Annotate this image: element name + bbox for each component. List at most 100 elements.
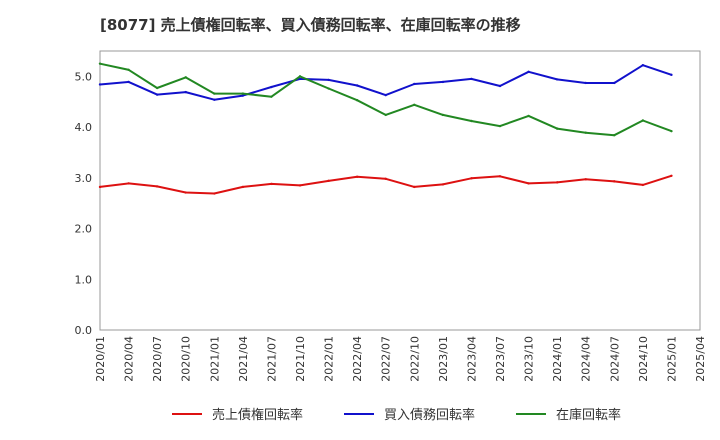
y-tick-label: 1.0 bbox=[75, 273, 93, 286]
data-point bbox=[441, 183, 445, 186]
x-tick-label: 2021/10 bbox=[294, 336, 307, 382]
plot-frame bbox=[99, 50, 701, 331]
x-tick-label: 2020/10 bbox=[180, 336, 193, 382]
x-tick-label: 2024/04 bbox=[580, 336, 593, 382]
data-point bbox=[241, 94, 245, 97]
chart-title: [8077] 売上債権回転率、買入債務回転率、在庫回転率の推移 bbox=[100, 16, 521, 34]
data-point bbox=[470, 119, 473, 123]
data-point bbox=[613, 180, 616, 183]
data-point bbox=[127, 182, 130, 185]
data-point bbox=[413, 82, 416, 86]
data-point bbox=[241, 92, 245, 95]
data-point bbox=[413, 103, 416, 106]
data-point bbox=[327, 87, 330, 90]
data-point bbox=[298, 75, 302, 78]
data-point bbox=[498, 175, 502, 178]
data-point bbox=[527, 182, 530, 185]
data-point bbox=[384, 93, 387, 97]
x-tick-label: 2022/10 bbox=[408, 336, 421, 382]
data-point bbox=[384, 177, 387, 181]
x-tick-label: 2024/07 bbox=[608, 336, 621, 382]
data-point bbox=[670, 129, 673, 133]
data-point bbox=[613, 134, 616, 137]
data-point bbox=[584, 178, 587, 181]
data-point bbox=[355, 99, 359, 102]
legend-label: 買入債務回転率 bbox=[384, 407, 475, 423]
x-tick-label: 2021/04 bbox=[237, 336, 250, 382]
x-tick-label: 2023/10 bbox=[523, 336, 536, 382]
data-point bbox=[127, 68, 130, 71]
data-point bbox=[584, 131, 587, 134]
y-tick-label: 0.0 bbox=[75, 324, 93, 337]
data-point bbox=[241, 185, 245, 189]
x-tick-label: 2021/01 bbox=[208, 336, 221, 382]
data-point bbox=[213, 98, 216, 101]
data-point bbox=[213, 192, 216, 195]
y-tick-label: 4.0 bbox=[75, 121, 93, 134]
y-axis-ticks: 0.0 1.0 2.0 3.0 4.0 5.0 bbox=[75, 70, 93, 337]
x-tick-label: 2021/07 bbox=[265, 336, 278, 382]
data-point bbox=[327, 179, 330, 183]
data-point bbox=[270, 182, 273, 186]
data-point bbox=[355, 84, 359, 87]
x-tick-label: 2025/01 bbox=[665, 336, 678, 382]
y-tick-label: 5.0 bbox=[75, 70, 93, 83]
x-tick-label: 2020/07 bbox=[151, 336, 164, 382]
data-point bbox=[184, 76, 187, 79]
legend-label: 在庫回転率 bbox=[556, 407, 621, 423]
data-point bbox=[555, 127, 559, 130]
data-point bbox=[527, 114, 530, 118]
data-point bbox=[498, 124, 502, 128]
x-tick-label: 2020/04 bbox=[123, 336, 136, 382]
data-point bbox=[384, 113, 387, 117]
x-axis-ticks: 2020/01 2020/04 2020/07 2020/10 2021/01 2021/… bbox=[94, 336, 707, 382]
data-point bbox=[441, 80, 445, 84]
x-tick-label: 2024/01 bbox=[551, 336, 564, 382]
data-point bbox=[670, 73, 673, 77]
x-tick-label: 2025/04 bbox=[694, 336, 707, 382]
x-tick-label: 2023/01 bbox=[437, 336, 450, 382]
data-point bbox=[98, 62, 102, 65]
data-point bbox=[584, 81, 587, 85]
data-point bbox=[298, 77, 302, 81]
data-point bbox=[98, 83, 102, 86]
x-tick-label: 2023/07 bbox=[494, 336, 507, 382]
y-tick-label: 3.0 bbox=[75, 172, 93, 185]
data-point bbox=[470, 177, 473, 180]
data-point bbox=[355, 175, 359, 179]
legend: 売上債権回転率 買入債務回転率 在庫回転率 bbox=[172, 407, 621, 423]
plot-area bbox=[100, 51, 700, 330]
data-point bbox=[184, 191, 187, 194]
x-tick-label: 2020/01 bbox=[94, 336, 107, 382]
data-point bbox=[641, 64, 645, 67]
x-tick-label: 2022/07 bbox=[380, 336, 393, 382]
data-point bbox=[127, 80, 130, 84]
data-point bbox=[155, 93, 159, 96]
plot-border bbox=[99, 50, 701, 331]
data-point bbox=[670, 174, 673, 177]
data-point bbox=[641, 183, 645, 187]
data-point bbox=[470, 77, 473, 81]
data-point bbox=[613, 81, 616, 85]
legend-label: 売上債権回転率 bbox=[212, 407, 303, 423]
data-point bbox=[184, 90, 187, 94]
data-point bbox=[155, 185, 159, 188]
data-point bbox=[98, 185, 102, 189]
data-point bbox=[270, 95, 273, 98]
series-lines bbox=[98, 62, 673, 195]
data-point bbox=[498, 84, 502, 88]
x-tick-label: 2023/04 bbox=[465, 336, 478, 382]
data-point bbox=[327, 78, 330, 82]
data-point bbox=[641, 119, 645, 122]
data-point bbox=[555, 78, 559, 81]
x-tick-label: 2022/04 bbox=[351, 336, 364, 382]
data-point bbox=[213, 92, 216, 95]
x-tick-label: 2022/01 bbox=[323, 336, 336, 382]
data-point bbox=[298, 184, 302, 187]
data-point bbox=[527, 70, 530, 73]
x-tick-label: 2024/10 bbox=[637, 336, 650, 382]
data-point bbox=[413, 185, 416, 189]
data-point bbox=[555, 181, 559, 184]
data-point bbox=[441, 113, 445, 117]
